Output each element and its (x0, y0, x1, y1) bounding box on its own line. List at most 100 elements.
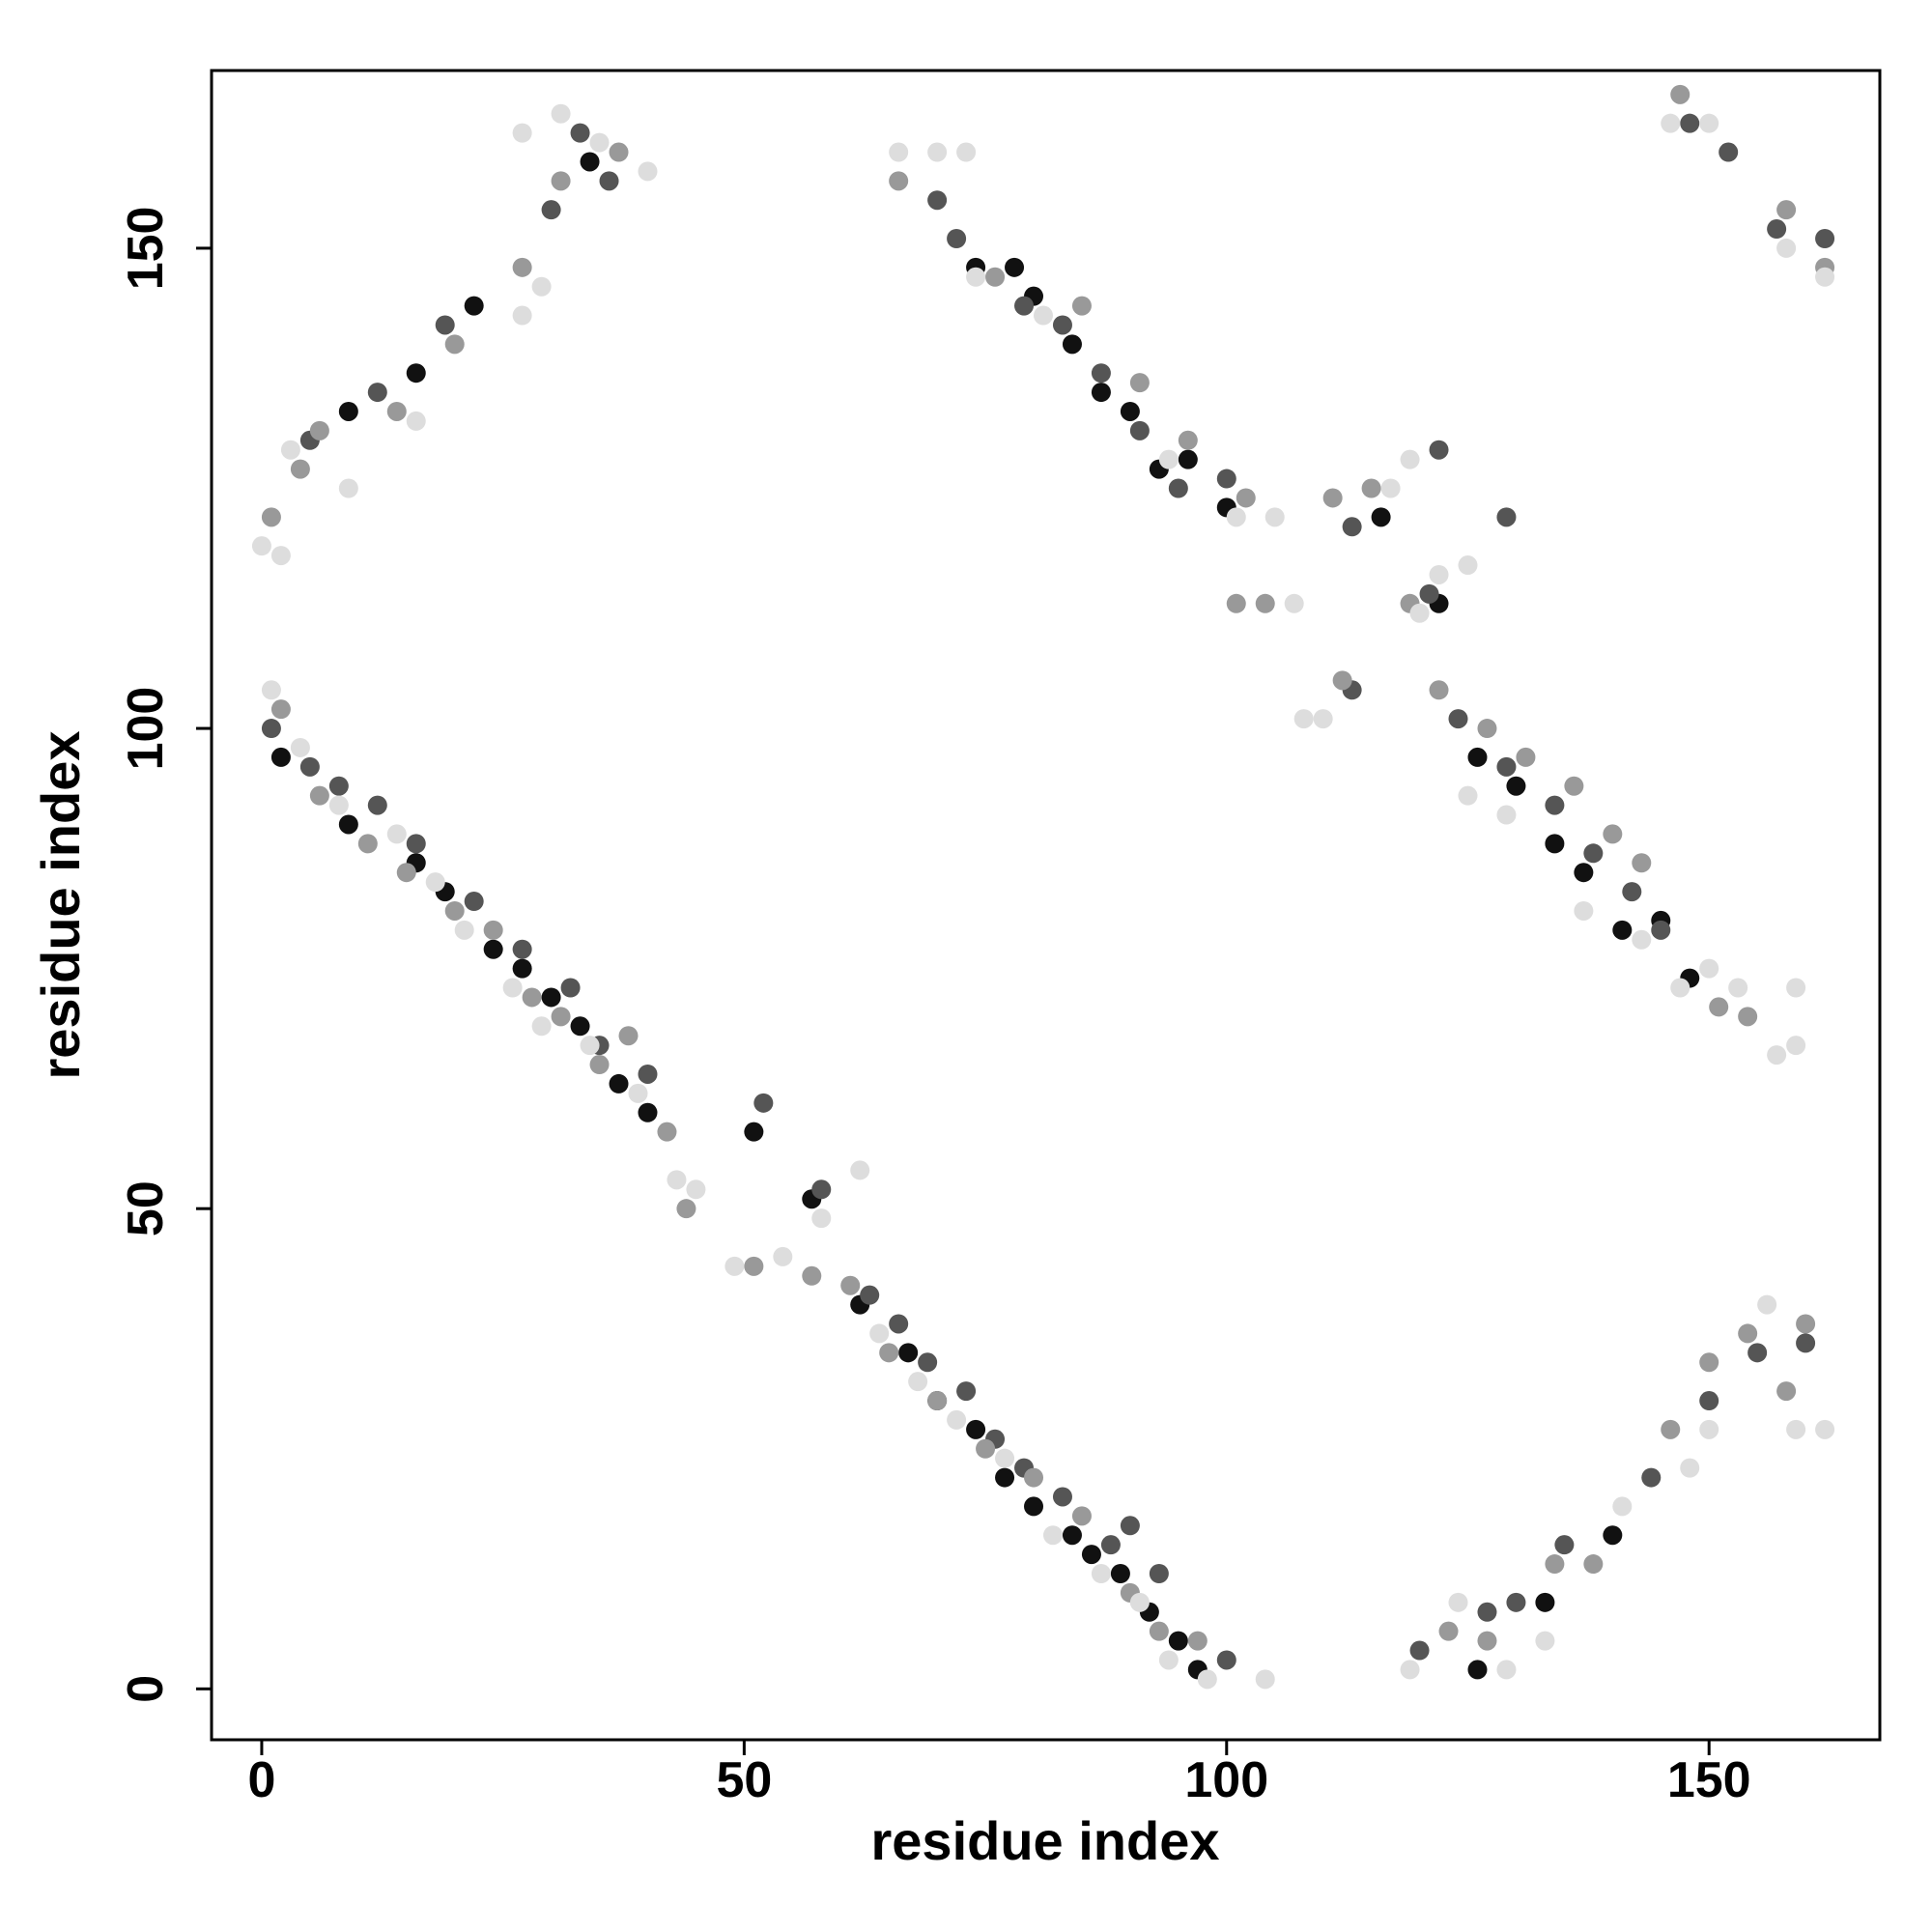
point (1158, 449, 1179, 469)
point (541, 987, 561, 1008)
point (1603, 1525, 1623, 1546)
point (1081, 1545, 1101, 1565)
point (638, 1102, 658, 1122)
point (1322, 488, 1343, 508)
point (551, 1007, 571, 1027)
point (947, 228, 967, 248)
point (1014, 296, 1035, 316)
point (1535, 1592, 1555, 1612)
point (512, 939, 532, 959)
x-axis-label: residue index (870, 1810, 1219, 1871)
point (464, 892, 484, 912)
point (270, 747, 291, 767)
point (435, 315, 455, 335)
point (261, 719, 281, 739)
point (1670, 84, 1690, 104)
point (1776, 1381, 1797, 1402)
point (1149, 1563, 1169, 1583)
point (1197, 1669, 1217, 1690)
point (1535, 1631, 1555, 1651)
point (1767, 1045, 1787, 1065)
point (309, 785, 329, 806)
point (338, 814, 358, 835)
point (444, 334, 465, 355)
point (396, 863, 416, 883)
point (1236, 488, 1256, 508)
point (1129, 420, 1150, 440)
point (609, 142, 629, 162)
point (1574, 863, 1594, 883)
point (551, 171, 571, 191)
point (744, 1122, 764, 1142)
point (1583, 843, 1604, 864)
y-tick-label: 100 (118, 687, 174, 771)
point (1178, 430, 1198, 450)
point (483, 920, 503, 940)
point (580, 152, 600, 172)
point (589, 132, 610, 153)
point (1409, 603, 1430, 623)
point (1496, 507, 1517, 527)
point (947, 1409, 967, 1430)
point (1786, 1419, 1806, 1439)
y-axis-label: residue index (30, 730, 91, 1079)
point (1158, 1650, 1179, 1670)
point (1467, 1660, 1488, 1680)
point (570, 1016, 590, 1037)
point (1062, 334, 1082, 355)
point (406, 411, 426, 431)
point (1149, 1621, 1169, 1641)
point (1776, 238, 1797, 258)
point (386, 401, 407, 421)
point (251, 536, 271, 556)
point (1129, 373, 1150, 393)
point (628, 1083, 648, 1103)
point (1024, 1496, 1044, 1517)
point (1216, 469, 1236, 489)
point (1042, 1525, 1063, 1546)
point (290, 459, 310, 479)
point (618, 1026, 639, 1046)
point (638, 1064, 658, 1084)
point (1448, 709, 1468, 729)
point (1313, 709, 1333, 729)
y-tick-label: 50 (118, 1180, 174, 1236)
point (1419, 583, 1439, 604)
point (976, 1438, 996, 1459)
point (1516, 747, 1536, 767)
point (1796, 1314, 1816, 1334)
y-tick-label: 0 (118, 1675, 174, 1703)
point (386, 824, 407, 844)
point (512, 257, 532, 277)
point (531, 276, 552, 297)
point (1738, 1323, 1758, 1344)
point (1226, 507, 1246, 527)
point (1545, 1554, 1565, 1575)
point (1467, 747, 1488, 767)
point (1612, 1496, 1633, 1517)
point (927, 142, 948, 162)
point (1062, 1525, 1082, 1546)
point (1380, 478, 1401, 498)
point (638, 161, 658, 182)
point (1796, 1333, 1816, 1353)
point (1438, 1621, 1459, 1641)
point (908, 1372, 928, 1392)
point (811, 1208, 832, 1229)
point (261, 507, 281, 527)
point (802, 1265, 822, 1286)
point (1071, 296, 1092, 316)
point (309, 420, 329, 440)
point (464, 296, 484, 316)
point (1757, 1294, 1777, 1315)
point (1091, 363, 1111, 384)
point (1332, 670, 1352, 691)
point (889, 142, 909, 162)
point (686, 1179, 706, 1200)
point (985, 267, 1006, 287)
point (898, 1343, 919, 1363)
point (328, 795, 349, 815)
point (1545, 795, 1565, 815)
point (1680, 113, 1700, 133)
point (1747, 1343, 1768, 1363)
